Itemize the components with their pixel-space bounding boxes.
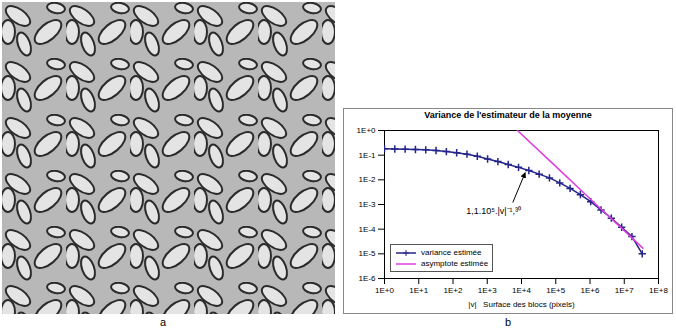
html-text:1,1.10⁵.|v|⁻¹,³⁰: 1,1.10⁵.|v|⁻¹,³⁰ xyxy=(466,206,522,216)
html-text:asymptote estimée: asymptote estimée xyxy=(421,259,489,268)
svg-text:1E+4: 1E+4 xyxy=(512,286,531,295)
svg-text:1E+6: 1E+6 xyxy=(581,286,600,295)
html-text:b: b xyxy=(505,316,512,328)
svg-text:|v| Surface des blocs (pixel: |v| Surface des blocs (pixels) xyxy=(468,300,575,309)
html-text:variance estimée: variance estimée xyxy=(421,248,482,257)
svg-text:1E+1: 1E+1 xyxy=(409,286,428,295)
svg-text:1E-5: 1E-5 xyxy=(359,249,376,258)
svg-text:1E+3: 1E+3 xyxy=(478,286,497,295)
svg-text:1E-6: 1E-6 xyxy=(359,274,376,283)
html-text:a: a xyxy=(160,316,167,328)
svg-text:1E-2: 1E-2 xyxy=(359,175,376,184)
svg-text:1E+2: 1E+2 xyxy=(444,286,463,295)
svg-text:1E+0: 1E+0 xyxy=(357,126,376,135)
svg-text:1E-4: 1E-4 xyxy=(359,225,376,234)
html-text:Variance de l'estimateur de la: Variance de l'estimateur de la moyenne xyxy=(424,110,592,120)
svg-text:1E+5: 1E+5 xyxy=(546,286,565,295)
svg-text:1E-1: 1E-1 xyxy=(359,151,376,160)
svg-text:1E+7: 1E+7 xyxy=(615,286,634,295)
svg-text:1E+8: 1E+8 xyxy=(649,286,668,295)
svg-text:1E-3: 1E-3 xyxy=(359,200,376,209)
svg-text:1E+0: 1E+0 xyxy=(375,286,394,295)
